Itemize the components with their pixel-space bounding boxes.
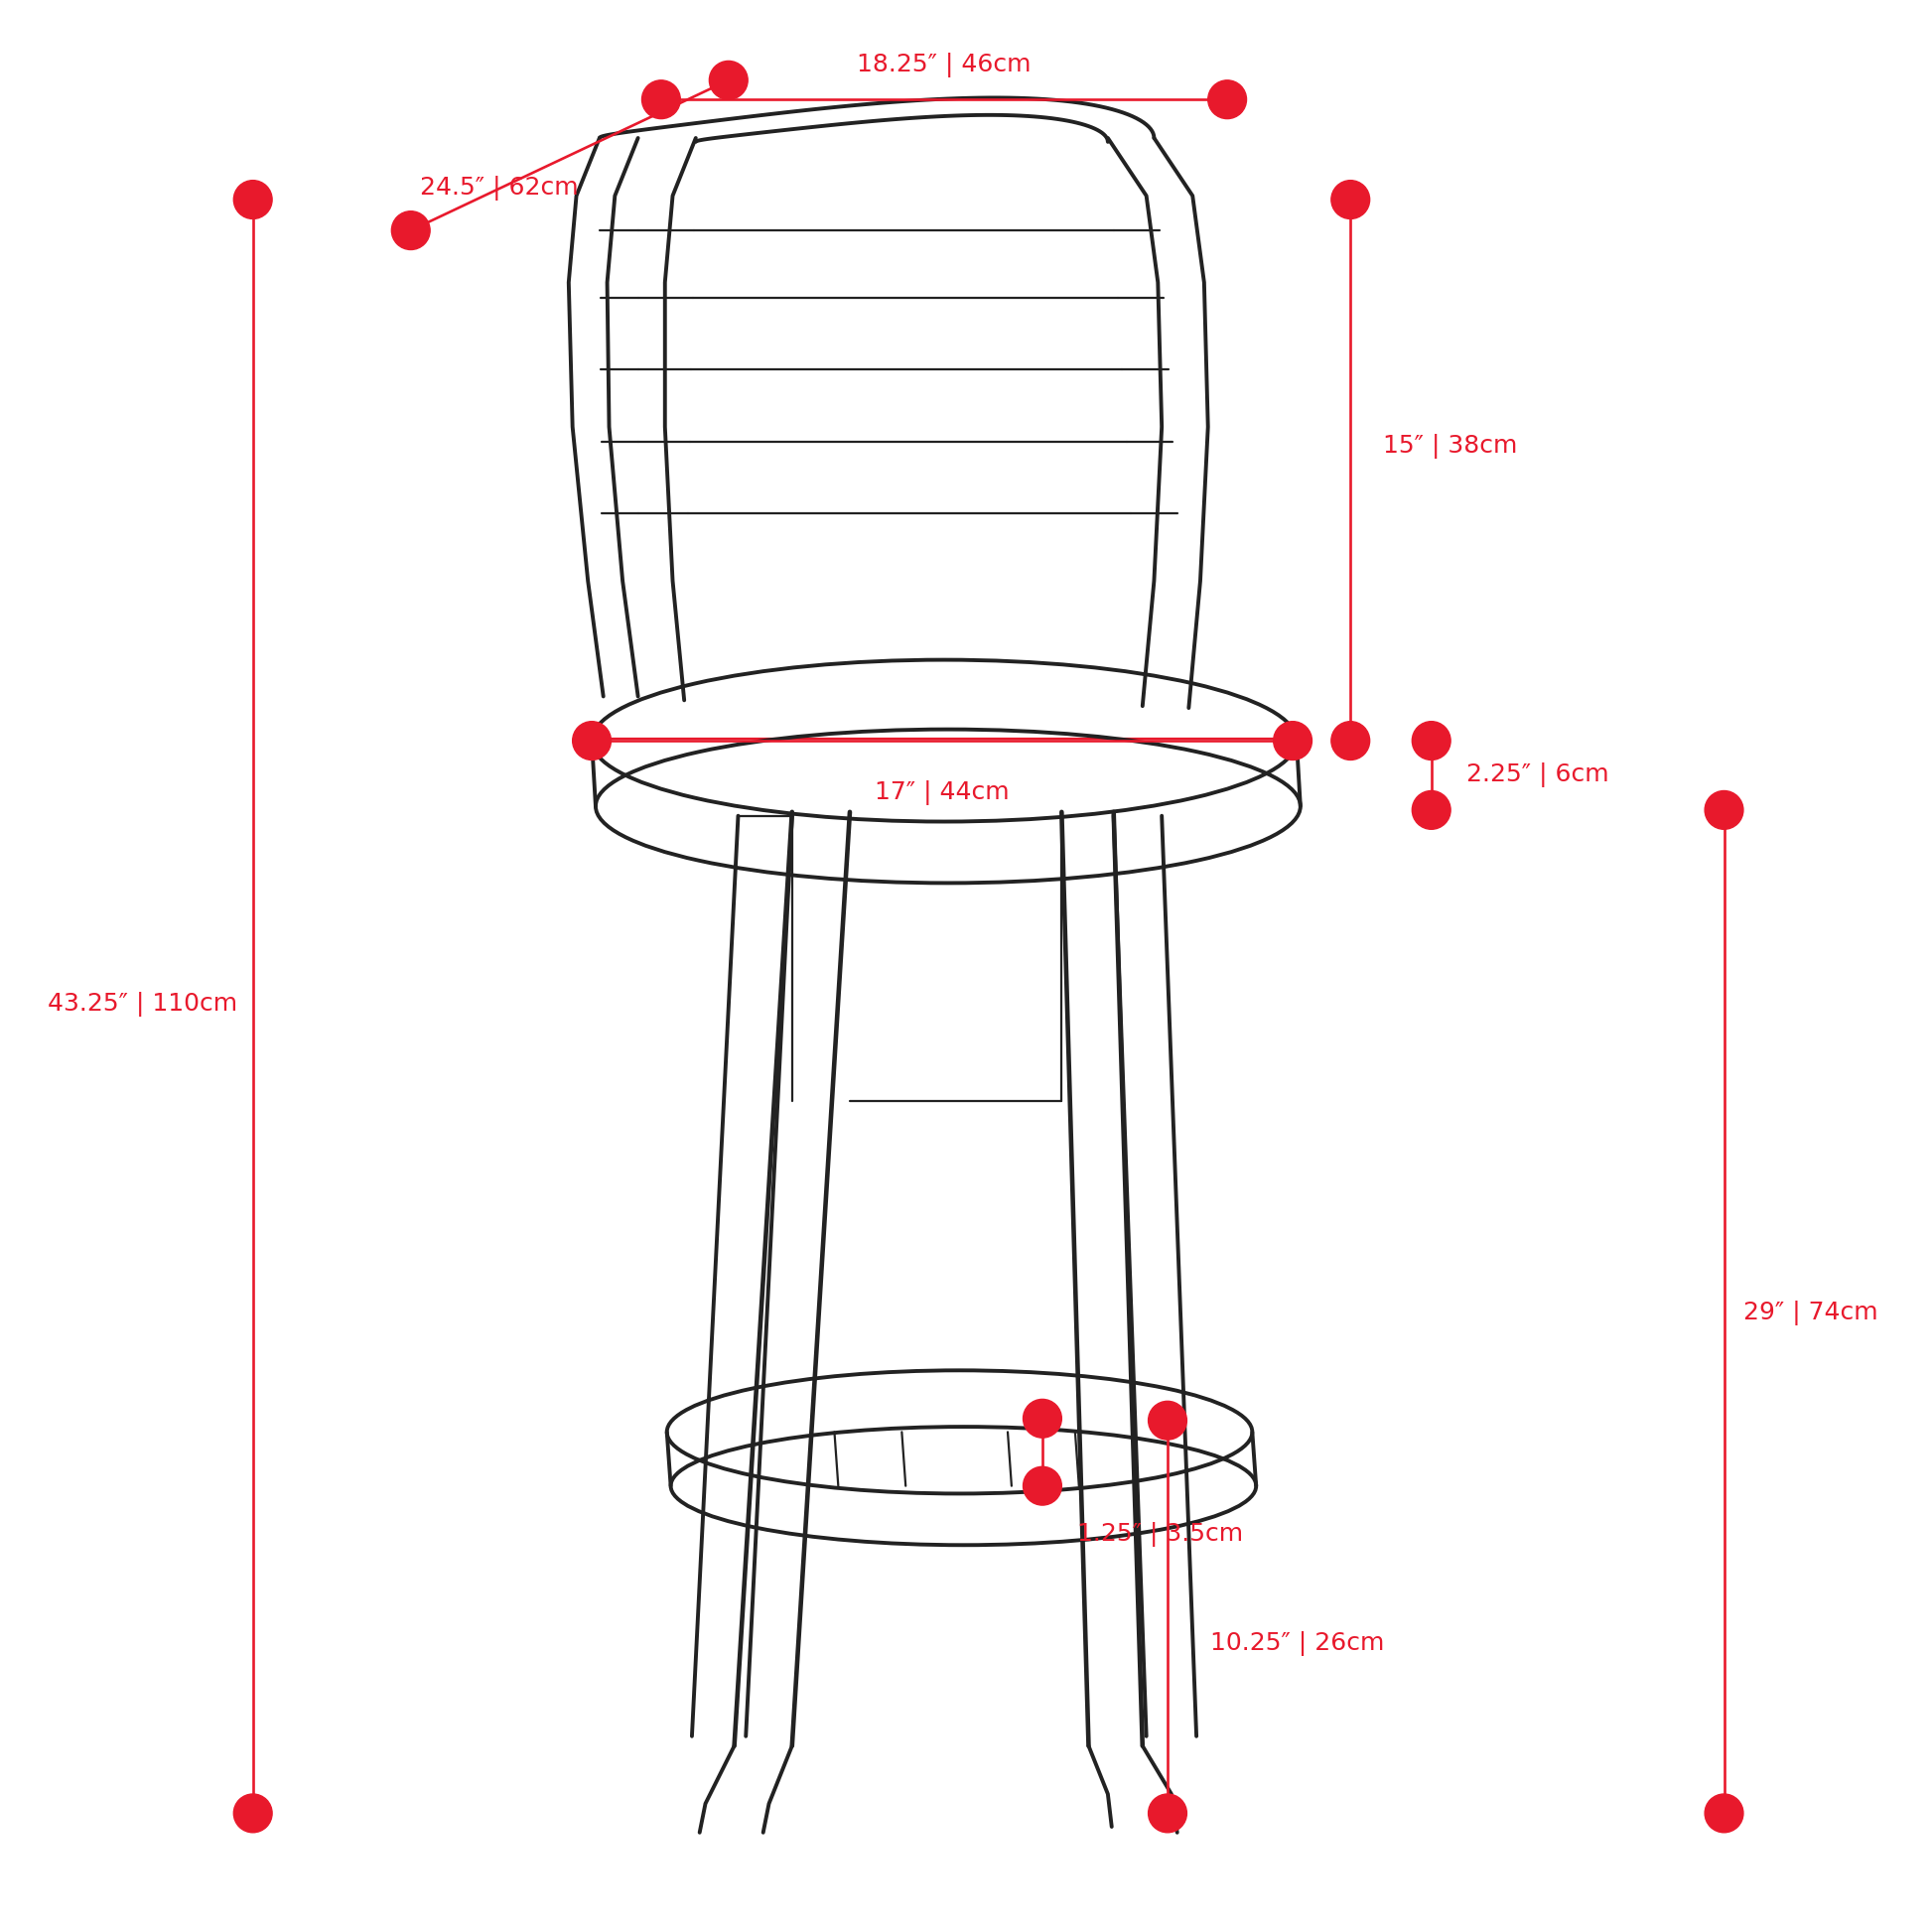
Circle shape — [572, 721, 611, 759]
Circle shape — [1704, 790, 1743, 829]
Circle shape — [1024, 1399, 1061, 1437]
Circle shape — [392, 211, 431, 249]
Circle shape — [1273, 721, 1312, 759]
Text: 10.25″ | 26cm: 10.25″ | 26cm — [1209, 1631, 1383, 1656]
Circle shape — [234, 180, 272, 218]
Circle shape — [1704, 1795, 1743, 1833]
Circle shape — [1412, 721, 1451, 759]
Circle shape — [1412, 790, 1451, 829]
Circle shape — [234, 1795, 272, 1833]
Text: 1.25″ | 3.5cm: 1.25″ | 3.5cm — [1076, 1522, 1242, 1546]
Text: 18.25″ | 46cm: 18.25″ | 46cm — [858, 52, 1032, 77]
Text: 2.25″ | 6cm: 2.25″ | 6cm — [1466, 763, 1609, 788]
Text: 15″ | 38cm: 15″ | 38cm — [1383, 433, 1519, 458]
Text: 17″ | 44cm: 17″ | 44cm — [875, 781, 1010, 806]
Text: 24.5″ | 62cm: 24.5″ | 62cm — [419, 176, 578, 201]
Circle shape — [1148, 1795, 1186, 1833]
Text: 29″ | 74cm: 29″ | 74cm — [1743, 1300, 1878, 1325]
Circle shape — [1331, 721, 1370, 759]
Text: 43.25″ | 110cm: 43.25″ | 110cm — [48, 993, 238, 1016]
Circle shape — [1331, 180, 1370, 218]
Circle shape — [1208, 81, 1246, 118]
Circle shape — [1024, 1466, 1061, 1505]
Circle shape — [641, 81, 680, 118]
Circle shape — [1148, 1401, 1186, 1439]
Circle shape — [709, 62, 748, 99]
